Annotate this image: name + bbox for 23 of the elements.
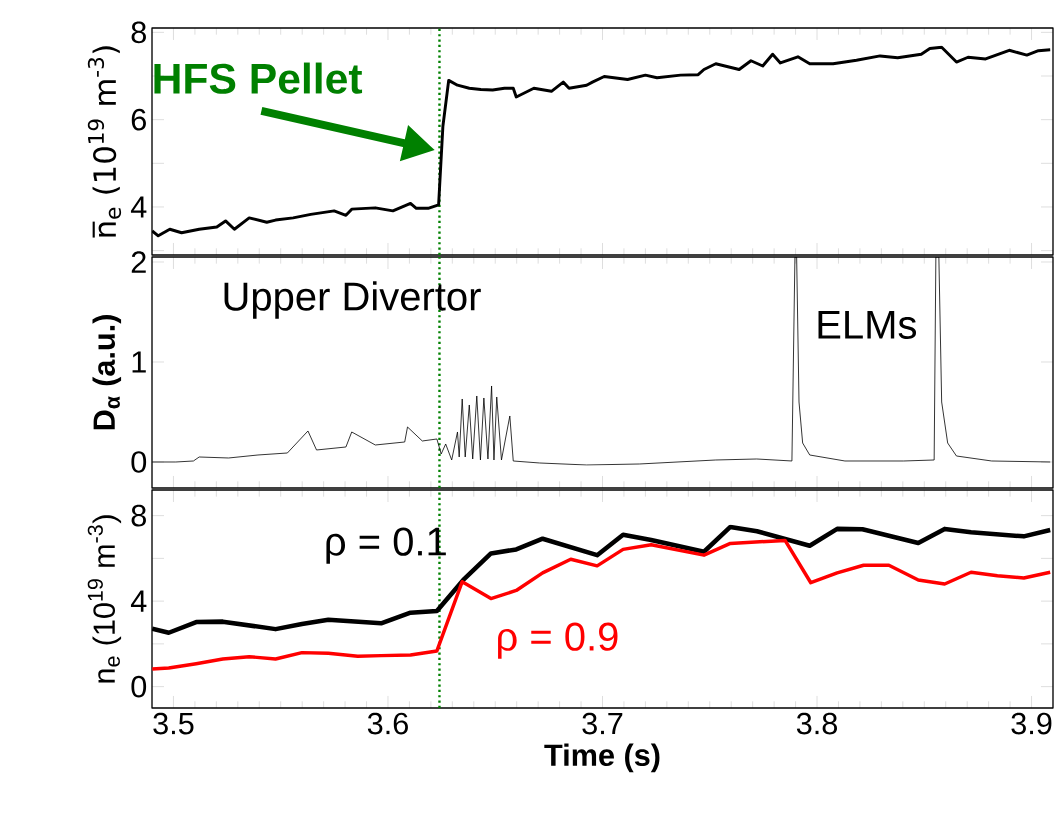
y-tick-label: 2 bbox=[131, 251, 146, 273]
y-tick-label: 8 bbox=[131, 504, 146, 527]
series-label: ρ = 0.9 bbox=[498, 622, 618, 659]
annotation: ELMs bbox=[818, 311, 917, 339]
y-tick-label: 0 bbox=[131, 675, 147, 698]
series-label: ρ = 0.1 bbox=[326, 527, 446, 564]
y-tick-label: 1 bbox=[132, 351, 146, 373]
y-tick-label: 6 bbox=[131, 108, 146, 131]
x-tick-label: 3.9 bbox=[1011, 712, 1052, 735]
y-tick-label: 8 bbox=[131, 21, 146, 44]
x-tick-label: 3.5 bbox=[153, 712, 194, 735]
x-tick-label: 3.8 bbox=[796, 712, 838, 735]
y-axis-title: D$_{α}$ (a.u.) bbox=[92, 315, 122, 430]
y-tick-label: 4 bbox=[130, 590, 147, 612]
x-tick-label: 3.6 bbox=[367, 712, 408, 735]
x-axis-title: Time (s) bbox=[544, 743, 660, 773]
x-tick-label: 3.7 bbox=[582, 712, 623, 735]
annotation: HFS Pellet bbox=[154, 62, 363, 94]
y-tick-label: 4 bbox=[130, 196, 147, 218]
y-axis-title: n̅$_{e}$ (10$^{19}$ m$^{-3}$) bbox=[87, 46, 122, 238]
y-axis-title: n$_{e}$ (10$^{19}$ m$^{-3}$) bbox=[87, 515, 122, 683]
annotation: Upper Divertor bbox=[224, 281, 481, 319]
y-tick-label: 0 bbox=[131, 451, 147, 473]
